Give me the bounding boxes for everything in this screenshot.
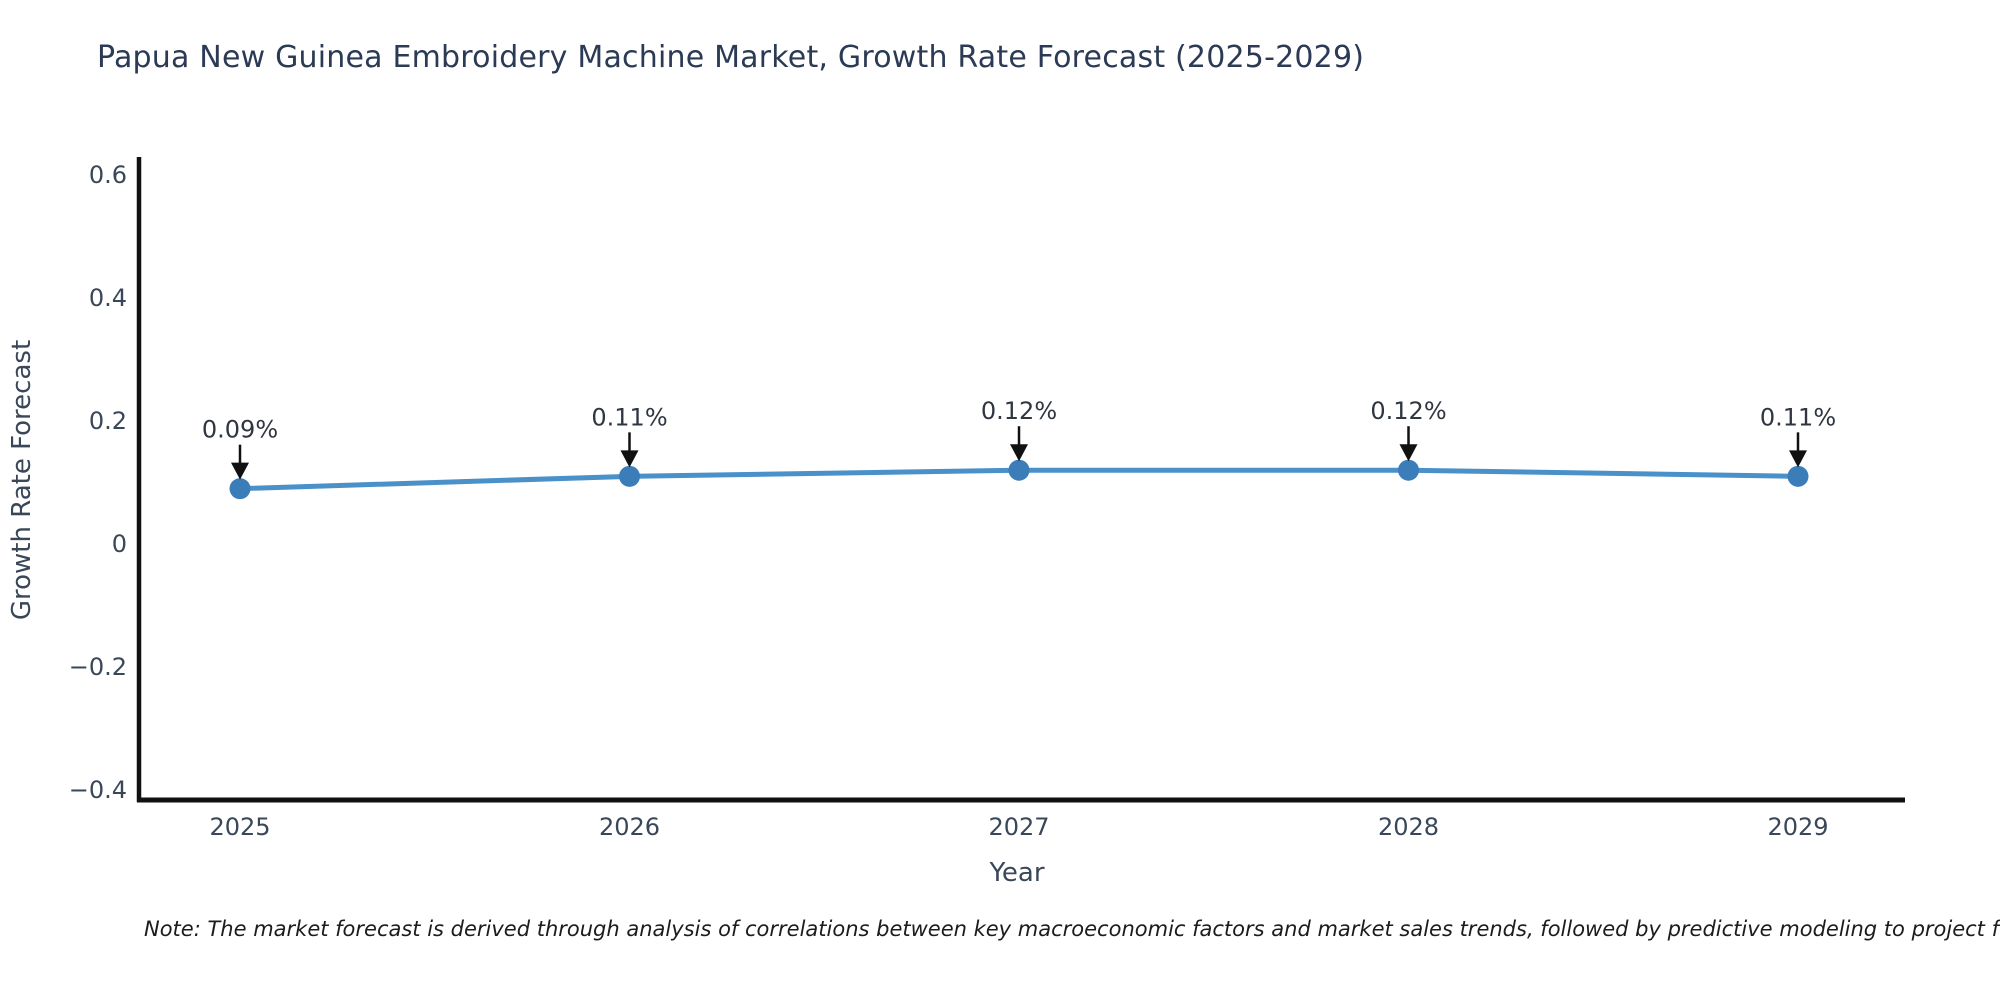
point-annotation-label: 0.11% (1760, 403, 1836, 431)
point-annotation-label: 0.09% (202, 416, 278, 444)
y-tick-label: 0.4 (89, 284, 127, 312)
y-tick-label: −0.4 (69, 776, 127, 804)
data-point-marker (1008, 459, 1030, 481)
y-tick-label: 0.6 (89, 161, 127, 189)
annotation-arrowhead (620, 450, 639, 468)
annotation-arrowhead (1789, 450, 1807, 468)
x-axis-title: Year (988, 858, 1044, 888)
y-axis-title: Growth Rate Forecast (7, 340, 37, 620)
annotation-arrowhead (1010, 444, 1028, 462)
y-tick-label: 0 (112, 530, 127, 558)
point-annotation-label: 0.12% (1370, 397, 1446, 425)
x-tick-label: 2028 (1378, 813, 1439, 841)
x-tick-label: 2026 (599, 813, 660, 841)
chart-footnote: Note: The market forecast is derived thr… (144, 917, 2000, 941)
annotation-arrowhead (1399, 444, 1418, 462)
point-annotation-label: 0.11% (591, 403, 667, 431)
x-tick-label: 2025 (209, 813, 270, 841)
data-point-marker (1787, 465, 1809, 487)
y-tick-label: −0.2 (69, 653, 127, 681)
data-point-marker (1398, 459, 1419, 481)
data-point-marker (229, 478, 251, 500)
point-annotation-label: 0.12% (981, 397, 1057, 425)
y-tick-label: 0.2 (89, 407, 127, 435)
x-tick-label: 2029 (1767, 813, 1828, 841)
data-point-marker (619, 465, 640, 487)
x-tick-label: 2027 (988, 813, 1049, 841)
annotation-arrowhead (231, 462, 249, 480)
chart-title: Papua New Guinea Embroidery Machine Mark… (97, 40, 1365, 75)
